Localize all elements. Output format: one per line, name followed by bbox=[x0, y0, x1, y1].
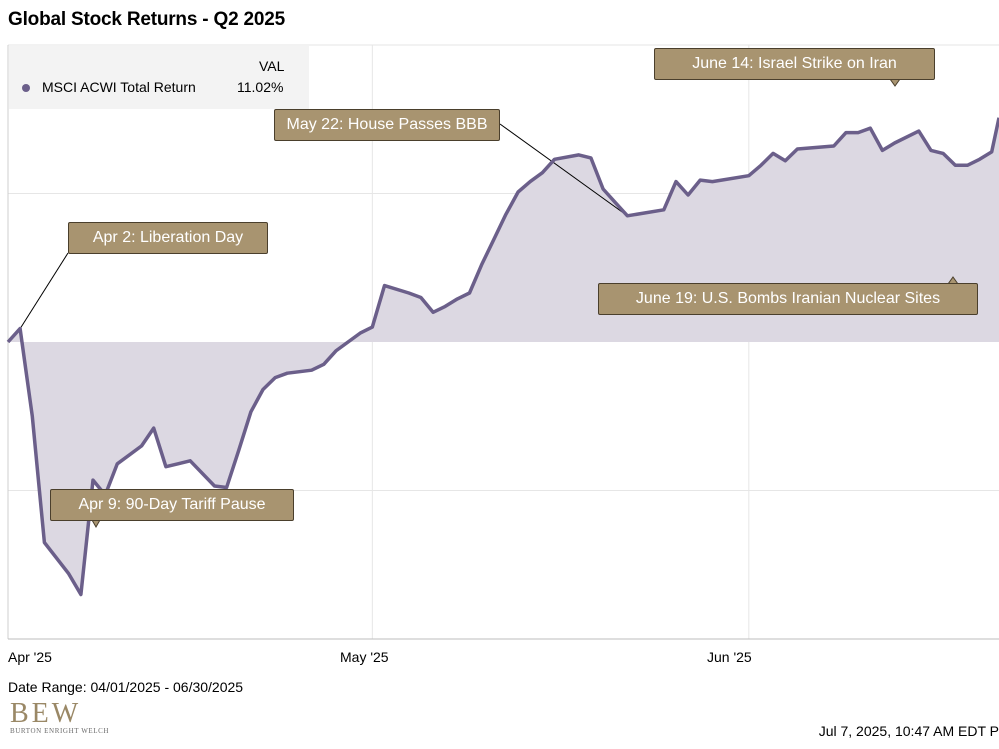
annotation-pointer bbox=[889, 78, 901, 87]
x-tick-may: May '25 bbox=[340, 649, 389, 665]
annotation-pointer bbox=[91, 519, 101, 529]
legend-series-name: MSCI ACWI Total Return bbox=[42, 79, 196, 95]
annotation-leaders bbox=[19, 123, 628, 329]
annotation-us-bombs-iran: June 19: U.S. Bombs Iranian Nuclear Site… bbox=[598, 283, 978, 315]
legend-series-value: 11.02% bbox=[237, 79, 284, 95]
series-line bbox=[6, 117, 999, 597]
annotation-leader-line bbox=[499, 123, 628, 217]
company-logo: BEW BURTON ENRIGHT WELCH bbox=[10, 698, 110, 738]
x-tick-apr: Apr '25 bbox=[8, 649, 52, 665]
logo-subtitle: BURTON ENRIGHT WELCH bbox=[10, 727, 110, 735]
annotation-liberation-day: Apr 2: Liberation Day bbox=[68, 222, 268, 254]
legend-header: VAL bbox=[259, 58, 285, 74]
date-range: Date Range: 04/01/2025 - 06/30/2025 bbox=[8, 679, 244, 695]
x-tick-jun: Jun '25 bbox=[707, 649, 752, 665]
series-area bbox=[8, 117, 999, 595]
chart-title: Global Stock Returns - Q2 2025 bbox=[8, 9, 285, 30]
annotation-tariff-pause: Apr 9: 90-Day Tariff Pause bbox=[50, 489, 294, 521]
logo-letters: BEW bbox=[10, 698, 82, 729]
legend: VAL MSCI ACWI Total Return 11.02% bbox=[9, 46, 309, 109]
timestamp: Jul 7, 2025, 10:47 AM EDT P bbox=[818, 723, 999, 739]
annotation-israel-strike: June 14: Israel Strike on Iran bbox=[654, 48, 935, 80]
annotation-house-passes-bbb: May 22: House Passes BBB bbox=[274, 109, 500, 141]
annotation-leader-line bbox=[19, 252, 69, 329]
legend-swatch bbox=[22, 84, 30, 92]
